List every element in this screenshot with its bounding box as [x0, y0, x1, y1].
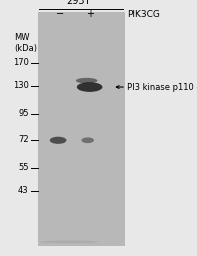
- Text: PI3 kinase p110 gamma: PI3 kinase p110 gamma: [127, 82, 197, 92]
- Ellipse shape: [50, 137, 67, 144]
- Text: 130: 130: [13, 81, 29, 90]
- Text: 72: 72: [18, 135, 29, 144]
- Text: PIK3CG: PIK3CG: [127, 9, 160, 19]
- Text: MW
(kDa): MW (kDa): [14, 33, 37, 53]
- Ellipse shape: [81, 137, 94, 143]
- Text: 55: 55: [18, 163, 29, 172]
- Ellipse shape: [77, 82, 102, 92]
- Bar: [38, 12, 125, 246]
- Ellipse shape: [76, 78, 98, 83]
- Text: 95: 95: [18, 109, 29, 119]
- Text: +: +: [86, 9, 94, 19]
- Ellipse shape: [39, 241, 98, 243]
- Text: 293T: 293T: [67, 0, 91, 6]
- Text: 43: 43: [18, 186, 29, 195]
- Text: 170: 170: [13, 58, 29, 67]
- Text: −: −: [56, 9, 64, 19]
